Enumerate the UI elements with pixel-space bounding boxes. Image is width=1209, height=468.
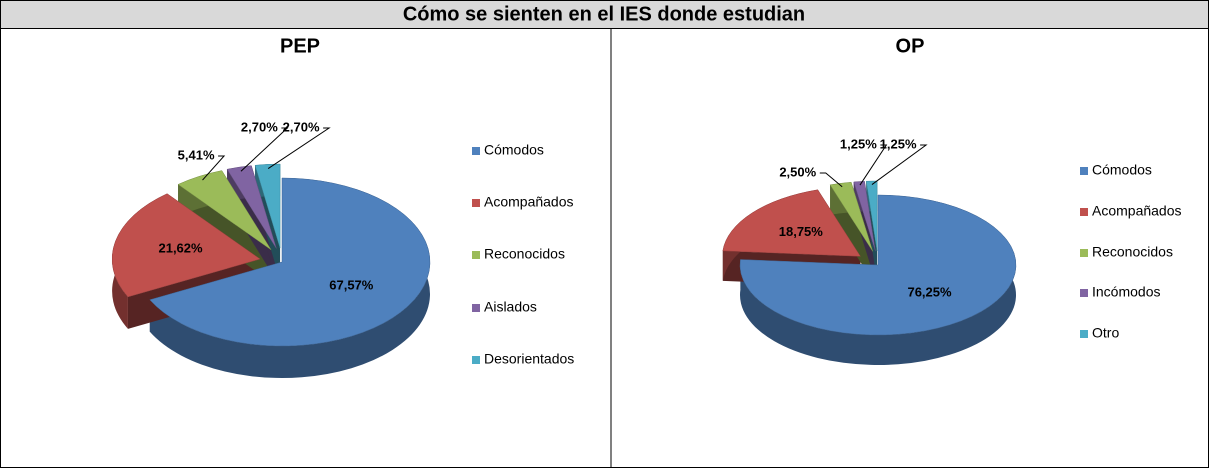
legend-label: Acompañados bbox=[1092, 203, 1182, 219]
legend-swatch bbox=[1080, 289, 1088, 297]
data-label: 76,25% bbox=[907, 285, 952, 300]
legend-swatch bbox=[1080, 208, 1088, 216]
legend-swatch bbox=[1080, 330, 1088, 338]
legend-swatch bbox=[472, 304, 480, 312]
data-label: 5,41% bbox=[178, 147, 215, 162]
slice bbox=[226, 165, 277, 249]
slice bbox=[177, 170, 272, 250]
leader-line bbox=[202, 155, 226, 181]
data-label: 18,75% bbox=[779, 224, 824, 239]
legend-label: Aislados bbox=[484, 299, 537, 315]
legend-label: Cómodos bbox=[1092, 162, 1152, 178]
legend-swatch bbox=[1080, 249, 1088, 257]
leader-line bbox=[871, 144, 928, 185]
slice bbox=[149, 177, 431, 347]
legend-label: Desorientados bbox=[484, 351, 574, 367]
legend-swatch bbox=[472, 356, 480, 364]
data-label: 2,70% bbox=[283, 119, 320, 134]
legend-label: Cómodos bbox=[484, 142, 544, 158]
leader-line bbox=[267, 127, 331, 169]
leader-line bbox=[240, 127, 289, 172]
legend-label: Reconocidos bbox=[1092, 244, 1173, 260]
chart-title: PEP bbox=[280, 35, 320, 57]
slice bbox=[829, 181, 874, 252]
legend-swatch bbox=[1080, 167, 1088, 175]
slice bbox=[853, 181, 876, 252]
legend-swatch bbox=[472, 147, 480, 155]
header bbox=[0, 0, 1209, 29]
legend-label: Reconocidos bbox=[484, 246, 565, 262]
data-label: 2,70% bbox=[241, 119, 278, 134]
slice bbox=[722, 189, 861, 257]
data-label: 21,62% bbox=[158, 241, 203, 256]
leader-line bbox=[819, 172, 843, 188]
legend-swatch bbox=[472, 199, 480, 207]
slice bbox=[254, 163, 281, 249]
chart-title: OP bbox=[896, 35, 925, 57]
slice bbox=[739, 194, 1017, 336]
page-title: Cómo se sienten en el IES donde estudian bbox=[403, 3, 805, 25]
data-label: 2,50% bbox=[779, 164, 816, 179]
data-label: 1,25% bbox=[840, 136, 877, 151]
slice bbox=[111, 193, 261, 298]
data-label: 67,57% bbox=[329, 278, 374, 293]
legend-label: Acompañados bbox=[484, 194, 574, 210]
legend-label: Otro bbox=[1092, 325, 1119, 341]
legend-label: Incómodos bbox=[1092, 284, 1160, 300]
leader-line bbox=[859, 144, 888, 186]
legend-swatch bbox=[472, 251, 480, 259]
data-label: 1,25% bbox=[880, 136, 917, 151]
